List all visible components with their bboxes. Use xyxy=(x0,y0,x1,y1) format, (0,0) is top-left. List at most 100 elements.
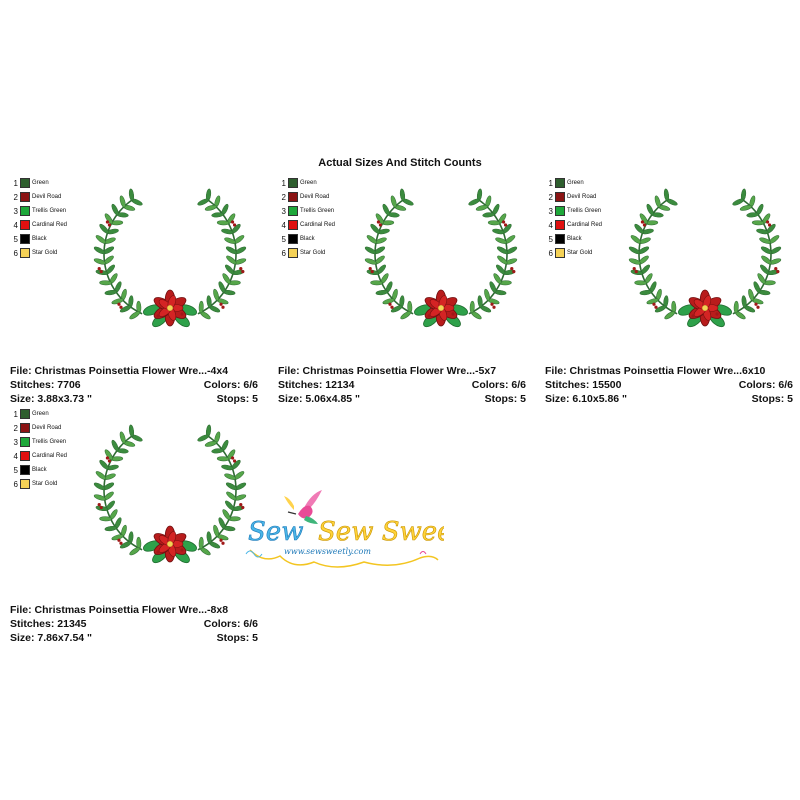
design-size: Size: 3.88x3.73 " xyxy=(10,393,93,405)
palette-row: 6 Star Gold xyxy=(545,246,615,260)
design-panel-5x7: 1 Green 2 Devil Road 3 Trellis Green 4 Cardi… xyxy=(278,176,528,436)
color-name: Green xyxy=(32,180,49,186)
color-name: Devil Road xyxy=(300,194,330,200)
color-count: Colors: 6/6 xyxy=(203,379,258,391)
palette-number: 4 xyxy=(548,220,553,230)
color-name: Black xyxy=(32,236,47,242)
color-palette: 1 Green 2 Devil Road 3 Trellis Green 4 Cardi… xyxy=(10,176,80,260)
color-swatch xyxy=(288,206,298,216)
design-panel-8x8: 1 Green 2 Devil Road 3 Trellis Green 4 Cardi… xyxy=(10,407,260,667)
color-name: Trellis Green xyxy=(567,208,602,214)
palette-number: 4 xyxy=(13,220,18,230)
color-swatch xyxy=(555,220,565,230)
info-row: Stitches: 7706 Colors: 6/6 xyxy=(10,378,258,392)
palette-number: 1 xyxy=(13,409,18,419)
palette-number: 5 xyxy=(13,465,18,475)
palette-row: 4 Cardinal Red xyxy=(10,218,80,232)
palette-number: 3 xyxy=(13,206,18,216)
design-info: File: Christmas Poinsettia Flower Wre...… xyxy=(10,603,258,645)
palette-number: 2 xyxy=(13,192,18,202)
wreath-image xyxy=(364,188,518,328)
palette-row: 5 Black xyxy=(10,232,80,246)
stop-count: Stops: 5 xyxy=(751,393,793,405)
palette-number: 2 xyxy=(281,192,286,202)
color-name: Black xyxy=(567,236,582,242)
palette-number: 6 xyxy=(13,248,18,258)
color-swatch xyxy=(20,479,30,489)
palette-number: 1 xyxy=(13,178,18,188)
palette-number: 6 xyxy=(548,248,553,258)
wreath-branches xyxy=(93,188,247,320)
color-swatch xyxy=(20,248,30,258)
color-name: Cardinal Red xyxy=(300,222,336,228)
color-palette: 1 Green 2 Devil Road 3 Trellis Green 4 Cardi… xyxy=(10,407,80,491)
palette-row: 5 Black xyxy=(10,463,80,477)
color-swatch xyxy=(288,178,298,188)
color-name: Green xyxy=(32,411,49,417)
poinsettia-icon xyxy=(678,289,732,328)
stitch-count: Stitches: 12134 xyxy=(278,379,355,391)
palette-number: 6 xyxy=(281,248,286,258)
design-info: File: Christmas Poinsettia Flower Wre...… xyxy=(545,364,793,406)
palette-row: 6 Star Gold xyxy=(10,477,80,491)
page-title: Actual Sizes And Stitch Counts xyxy=(318,157,482,169)
palette-row: 2 Devil Road xyxy=(10,421,80,435)
design-size: Size: 5.06x4.85 " xyxy=(278,393,361,405)
palette-number: 1 xyxy=(548,178,553,188)
info-row: Size: 6.10x5.86 " Stops: 5 xyxy=(545,392,793,406)
wreath-branches xyxy=(628,188,782,320)
color-count: Colors: 6/6 xyxy=(471,379,526,391)
color-swatch xyxy=(20,465,30,475)
color-name: Black xyxy=(32,467,47,473)
palette-number: 1 xyxy=(281,178,286,188)
file-name: File: Christmas Poinsettia Flower Wre...… xyxy=(278,365,497,377)
color-name: Star Gold xyxy=(32,250,58,256)
color-swatch xyxy=(288,220,298,230)
palette-row: 6 Star Gold xyxy=(278,246,348,260)
design-size: Size: 6.10x5.86 " xyxy=(545,393,628,405)
color-palette: 1 Green 2 Devil Road 3 Trellis Green 4 Cardi… xyxy=(545,176,615,260)
design-size: Size: 7.86x7.54 " xyxy=(10,632,93,644)
palette-number: 6 xyxy=(13,479,18,489)
palette-row: 5 Black xyxy=(545,232,615,246)
design-panel-4x4: 1 Green 2 Devil Road 3 Trellis Green 4 Cardi… xyxy=(10,176,260,436)
palette-number: 4 xyxy=(13,451,18,461)
stitch-count: Stitches: 15500 xyxy=(545,379,622,391)
palette-row: 5 Black xyxy=(278,232,348,246)
color-name: Cardinal Red xyxy=(32,453,68,459)
color-name: Black xyxy=(300,236,315,242)
palette-row: 3 Trellis Green xyxy=(10,204,80,218)
palette-row: 4 Cardinal Red xyxy=(545,218,615,232)
palette-number: 5 xyxy=(13,234,18,244)
logo-text: Sew Sweetly xyxy=(318,517,444,547)
palette-number: 5 xyxy=(281,234,286,244)
color-swatch xyxy=(20,178,30,188)
color-name: Devil Road xyxy=(32,194,62,200)
color-name: Devil Road xyxy=(32,425,62,431)
color-name: Trellis Green xyxy=(300,208,335,214)
palette-row: 3 Trellis Green xyxy=(545,204,615,218)
palette-row: 1 Green xyxy=(278,176,348,190)
palette-number: 4 xyxy=(281,220,286,230)
hummingbird-icon xyxy=(284,490,322,524)
stop-count: Stops: 5 xyxy=(216,393,258,405)
poinsettia-icon xyxy=(143,289,197,328)
color-name: Green xyxy=(300,180,317,186)
color-count: Colors: 6/6 xyxy=(738,379,793,391)
info-row: Size: 3.88x3.73 " Stops: 5 xyxy=(10,392,258,406)
stitch-count: Stitches: 7706 xyxy=(10,379,81,391)
color-swatch xyxy=(555,234,565,244)
color-name: Devil Road xyxy=(567,194,597,200)
color-swatch xyxy=(288,192,298,202)
palette-number: 3 xyxy=(13,437,18,447)
color-name: Trellis Green xyxy=(32,439,67,445)
wreath-image xyxy=(628,188,782,328)
sew-sweetly-logo: Sew Sew Sweetly www.sewsweetly.com xyxy=(245,490,444,568)
color-swatch xyxy=(555,206,565,216)
palette-row: 1 Green xyxy=(10,407,80,421)
file-name: File: Christmas Poinsettia Flower Wre...… xyxy=(545,365,766,377)
palette-row: 6 Star Gold xyxy=(10,246,80,260)
color-name: Star Gold xyxy=(32,481,58,487)
file-name: File: Christmas Poinsettia Flower Wre...… xyxy=(10,604,229,616)
color-swatch xyxy=(20,234,30,244)
